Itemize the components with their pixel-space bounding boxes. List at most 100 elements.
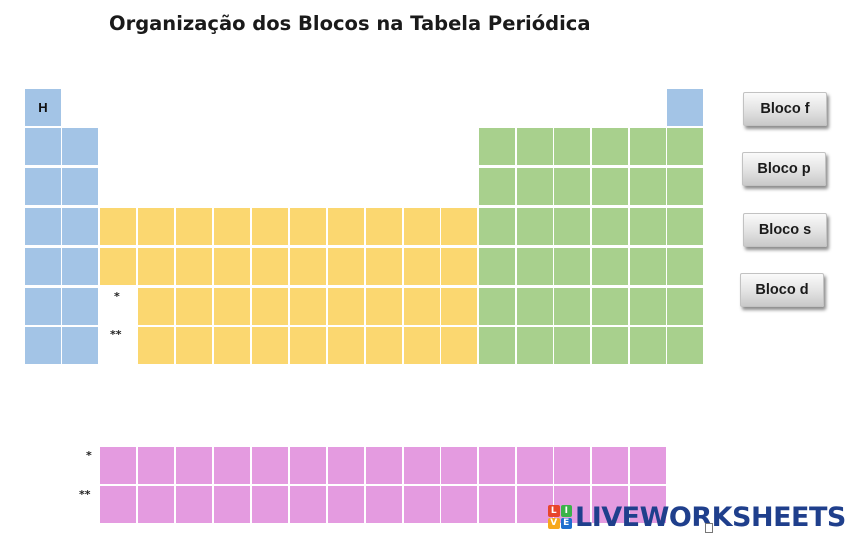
d-block-cell: [252, 288, 288, 325]
p-block-cell: [592, 327, 628, 364]
d-block-cell: [252, 208, 288, 245]
f-block-cell: [630, 486, 666, 523]
p-block-cell: [667, 327, 703, 364]
s-block-cell: [667, 89, 703, 126]
p-block-cell: [479, 288, 515, 325]
s-block-cell: [25, 208, 61, 245]
d-block-cell: [252, 327, 288, 364]
p-block-cell: [517, 208, 553, 245]
f-block-cell: [176, 486, 212, 523]
hydrogen-symbol: H: [38, 100, 48, 115]
p-block-cell: [667, 208, 703, 245]
f-block-cell: [630, 447, 666, 484]
p-block-cell: [630, 208, 666, 245]
p-block-cell: [592, 208, 628, 245]
p-block-cell: [554, 248, 590, 285]
p-block-cell: [592, 128, 628, 165]
p-block-cell: [517, 327, 553, 364]
d-block-cell: [290, 327, 326, 364]
d-block-cell: [290, 288, 326, 325]
f-block-cell: [404, 447, 440, 484]
d-block-cell: [404, 327, 440, 364]
bloco-s-button[interactable]: Bloco s: [743, 213, 827, 247]
d-block-cell: [176, 208, 212, 245]
d-block-cell: [441, 288, 477, 325]
resize-handle-icon: [705, 523, 713, 533]
logo-badge-icon: L I V E: [548, 505, 572, 529]
f-block-cell: [138, 486, 174, 523]
f-block-cell: [441, 447, 477, 484]
p-block-cell: [479, 128, 515, 165]
f-block-cell: [176, 447, 212, 484]
page-title: Organização dos Blocos na Tabela Periódi…: [109, 12, 591, 35]
f-block-cell: [554, 447, 590, 484]
d-block-cell: [441, 327, 477, 364]
s-block-cell: [62, 128, 98, 165]
d-block-cell: [290, 208, 326, 245]
bloco-p-button[interactable]: Bloco p: [742, 152, 826, 186]
bloco-d-button[interactable]: Bloco d: [740, 273, 824, 307]
f-block-cell: [290, 486, 326, 523]
liveworksheets-logo: L I V E LIVEWORKSHEETS: [548, 502, 846, 532]
d-block-cell: [138, 288, 174, 325]
s-block-cell: [25, 327, 61, 364]
f-block-cell: [441, 486, 477, 523]
d-block-cell: [290, 248, 326, 285]
f-block-cell: [252, 447, 288, 484]
d-block-cell: [366, 327, 402, 364]
s-block-cell: [62, 248, 98, 285]
p-block-cell: [517, 248, 553, 285]
lanthanide-marker-main: *: [114, 290, 120, 303]
f-block-cell: [366, 447, 402, 484]
d-block-cell: [441, 248, 477, 285]
d-block-cell: [366, 288, 402, 325]
d-block-cell: [404, 248, 440, 285]
p-block-cell: [667, 128, 703, 165]
s-block-cell: [62, 168, 98, 205]
f-block-cell: [554, 486, 590, 523]
p-block-cell: [554, 208, 590, 245]
d-block-cell: [214, 288, 250, 325]
d-block-cell: [328, 327, 364, 364]
d-block-cell: [214, 327, 250, 364]
d-block-cell: [328, 288, 364, 325]
d-block-cell: [366, 208, 402, 245]
d-block-cell: [100, 248, 136, 285]
f-block-cell: [328, 447, 364, 484]
p-block-cell: [554, 128, 590, 165]
f-block-cell: [252, 486, 288, 523]
logo-badge-letter: E: [560, 517, 572, 529]
d-block-cell: [138, 327, 174, 364]
f-block-cell: [100, 486, 136, 523]
f-block-cell: [517, 447, 553, 484]
d-block-cell: [176, 248, 212, 285]
p-block-cell: [630, 288, 666, 325]
actinide-marker-row: **: [79, 488, 91, 501]
lanthanide-marker-row: *: [86, 449, 92, 462]
d-block-cell: [441, 208, 477, 245]
bloco-f-button[interactable]: Bloco f: [743, 92, 827, 126]
s-block-cell: [62, 208, 98, 245]
p-block-cell: [630, 128, 666, 165]
f-block-cell: [592, 447, 628, 484]
logo-badge-letter: I: [560, 505, 572, 517]
p-block-cell: [667, 168, 703, 205]
f-block-cell: [214, 486, 250, 523]
s-block-cell: [62, 288, 98, 325]
actinide-marker-main: **: [110, 328, 122, 341]
d-block-cell: [328, 208, 364, 245]
p-block-cell: [592, 168, 628, 205]
p-block-cell: [667, 248, 703, 285]
d-block-cell: [366, 248, 402, 285]
f-block-cell: [592, 486, 628, 523]
d-block-cell: [176, 288, 212, 325]
d-block-cell: [138, 248, 174, 285]
f-block-cell: [100, 447, 136, 484]
p-block-cell: [479, 208, 515, 245]
d-block-cell: [404, 288, 440, 325]
p-block-cell: [554, 168, 590, 205]
s-block-cell: [62, 327, 98, 364]
s-block-cell: [25, 128, 61, 165]
s-block-cell: [25, 248, 61, 285]
p-block-cell: [479, 327, 515, 364]
